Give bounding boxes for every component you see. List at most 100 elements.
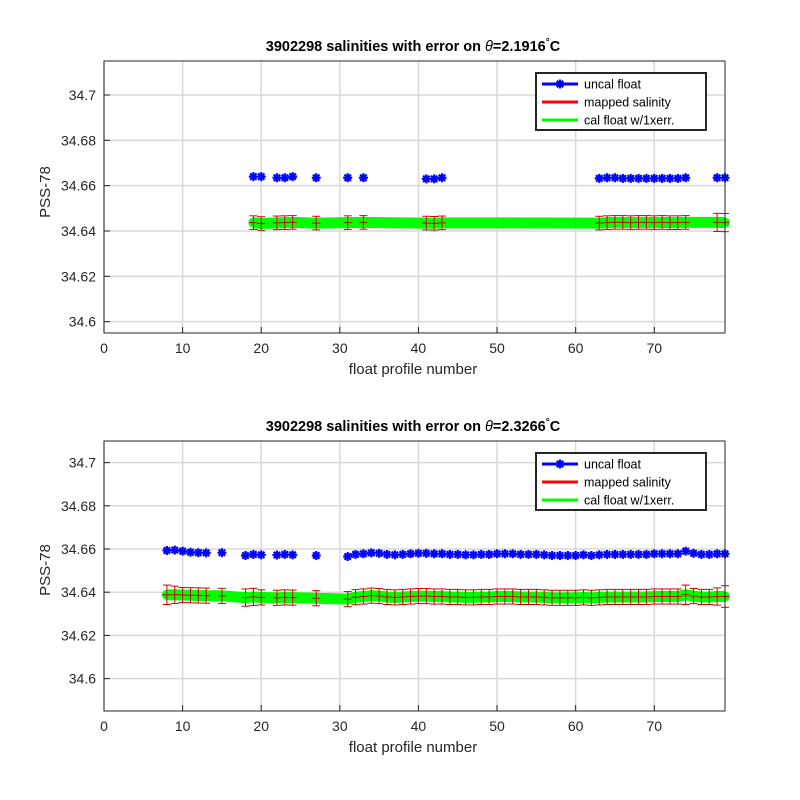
bottom-chart-error-bar bbox=[658, 588, 667, 605]
bottom-chart-axes-frame bbox=[103, 440, 726, 712]
top-chart-uncal-float-point bbox=[681, 173, 691, 183]
top-chart-uncal-float-point bbox=[602, 173, 612, 183]
top-chart-error-bar bbox=[430, 215, 439, 231]
top-chart-legend-entry: mapped salinity bbox=[542, 96, 672, 110]
top-chart-uncal-float-point bbox=[437, 173, 447, 183]
bottom-chart-error-bar bbox=[524, 588, 533, 606]
top-chart-error-bar bbox=[359, 215, 368, 230]
top-chart-uncal-float-point bbox=[343, 173, 353, 183]
top-chart-error-bar bbox=[610, 215, 619, 230]
bottom-chart-uncal-float-point bbox=[594, 550, 604, 560]
bottom-chart-error-bar bbox=[343, 591, 352, 608]
top-chart-error-bar bbox=[626, 215, 635, 230]
bottom-chart-uncal-float-point bbox=[649, 549, 659, 559]
bottom-chart-uncal-float-point bbox=[468, 550, 478, 560]
bottom-chart-y-tick-label: 34.68 bbox=[61, 498, 96, 514]
bottom-chart-error-bar bbox=[469, 589, 478, 606]
bottom-chart-x-tick-label: 10 bbox=[175, 718, 191, 734]
bottom-chart-legend: uncal float mapped salinity cal float w/1x… bbox=[535, 452, 707, 511]
bottom-chart-uncal-float-point bbox=[201, 548, 211, 558]
top-chart-x-ticks: 0 10 20 30 40 50 60 70 bbox=[100, 327, 662, 356]
bottom-chart-uncal-float-point bbox=[673, 549, 683, 559]
top-chart-error-bar bbox=[673, 215, 682, 230]
bottom-chart-uncal-float-point bbox=[641, 549, 651, 559]
bottom-chart-error-bar bbox=[665, 588, 674, 605]
bottom-chart-uncal-float-point bbox=[492, 549, 502, 559]
top-chart-x-tick-label: 70 bbox=[646, 340, 662, 356]
bottom-chart-uncal-float-point bbox=[382, 549, 392, 559]
top-chart-y-tick-label: 34.68 bbox=[61, 132, 96, 148]
top-chart-error-bar bbox=[595, 215, 604, 231]
top-chart-uncal-float-point bbox=[280, 173, 290, 183]
bottom-chart-uncal-float-point bbox=[437, 549, 447, 559]
top-chart-uncal-float-point bbox=[657, 173, 667, 183]
bottom-chart-uncal-float-point bbox=[351, 549, 361, 559]
bottom-chart-error-bar bbox=[555, 589, 564, 606]
top-chart-error-bar bbox=[634, 215, 643, 230]
bottom-chart-error-bar bbox=[650, 588, 659, 605]
bottom-chart-error-bar bbox=[178, 586, 187, 604]
bottom-chart-uncal-float-point bbox=[571, 550, 581, 560]
bottom-chart-uncal-float-point bbox=[508, 549, 518, 559]
bottom-chart-uncal-float-point bbox=[610, 549, 620, 559]
top-chart-error-bar bbox=[650, 215, 659, 230]
bottom-chart-legend-entry: uncal float bbox=[542, 458, 642, 472]
bottom-chart-error-bar bbox=[532, 588, 541, 606]
bottom-chart-uncal-float-point bbox=[193, 548, 203, 558]
bottom-chart-uncal-float-point bbox=[445, 549, 455, 559]
bottom-chart-uncal-float-point bbox=[343, 552, 353, 562]
bottom-chart-y-tick-label: 34.6 bbox=[69, 671, 96, 687]
bottom-chart-error-bar bbox=[461, 589, 470, 606]
bottom-chart-uncal-float-point bbox=[421, 548, 431, 558]
bottom-chart-error-bar bbox=[563, 589, 572, 606]
bottom-chart-y-tick-label: 34.64 bbox=[61, 584, 96, 600]
top-chart-uncal-float-point bbox=[673, 173, 683, 183]
bottom-chart-uncal-float-point bbox=[311, 550, 321, 560]
bottom-chart-error-bar bbox=[634, 588, 643, 606]
top-chart-error-bar bbox=[618, 215, 627, 230]
bottom-chart-error-bar bbox=[642, 588, 651, 606]
bottom-chart-uncal-float-point bbox=[288, 550, 298, 560]
bottom-chart-uncal-float-point bbox=[240, 550, 250, 560]
top-chart-y-axis-label: PSS-78 bbox=[37, 166, 54, 218]
bottom-chart-error-bar bbox=[516, 588, 525, 606]
bottom-chart-error-bar bbox=[390, 589, 399, 606]
bottom-chart-error-bar bbox=[713, 587, 722, 606]
bottom-chart-error-bar bbox=[194, 587, 203, 604]
bottom-chart-uncal-float-point bbox=[665, 549, 675, 559]
top-chart-y-tick-label: 34.6 bbox=[69, 314, 96, 330]
bottom-chart-x-tick-label: 60 bbox=[568, 718, 584, 734]
top-chart-legend-entry: cal float w/1xerr. bbox=[542, 114, 674, 128]
bottom-chart-uncal-float-point bbox=[547, 550, 557, 560]
bottom-chart-uncal-float-point bbox=[539, 550, 549, 560]
top-chart-uncal-float-point bbox=[421, 174, 431, 184]
bottom-chart-x-tick-label: 20 bbox=[253, 718, 269, 734]
bottom-chart-uncal-float-point bbox=[453, 549, 463, 559]
top-chart-axes-frame bbox=[103, 60, 726, 334]
bottom-chart-error-bar bbox=[367, 587, 376, 604]
top-chart-uncal-float-point bbox=[288, 172, 298, 182]
bottom-chart-uncal-float-point bbox=[634, 549, 644, 559]
bottom-chart-error-bar bbox=[587, 589, 596, 606]
top-chart-error-bar bbox=[681, 215, 690, 230]
bottom-chart-uncal-float-point bbox=[689, 548, 699, 558]
top-chart-error-bar bbox=[642, 215, 651, 230]
bottom-chart-error-bar bbox=[453, 588, 462, 606]
top-chart-error-bar bbox=[249, 215, 258, 230]
top-chart-y-tick-label: 34.64 bbox=[61, 223, 96, 239]
bottom-chart-uncal-float-point bbox=[178, 546, 188, 556]
bottom-chart-uncal-float-point bbox=[531, 549, 541, 559]
top-chart-uncal-float-point bbox=[618, 173, 628, 183]
bottom-chart-uncal-float-point bbox=[406, 549, 416, 559]
bottom-chart-uncal-float-point bbox=[185, 547, 195, 557]
bottom-chart-error-bar bbox=[375, 588, 384, 605]
bottom-chart-legend-entry: mapped salinity bbox=[542, 476, 672, 490]
bottom-chart-error-bar bbox=[414, 588, 423, 605]
bottom-chart-error-bar bbox=[288, 589, 297, 606]
bottom-chart-error-bar bbox=[249, 587, 258, 607]
top-chart-x-axis-label: float profile number bbox=[349, 361, 477, 378]
bottom-chart-uncal-float-point bbox=[500, 549, 510, 559]
top-chart-y-tick-label: 34.62 bbox=[61, 268, 96, 284]
bottom-chart-uncal-float-point bbox=[366, 548, 376, 558]
bottom-chart-error-bar bbox=[351, 589, 360, 606]
